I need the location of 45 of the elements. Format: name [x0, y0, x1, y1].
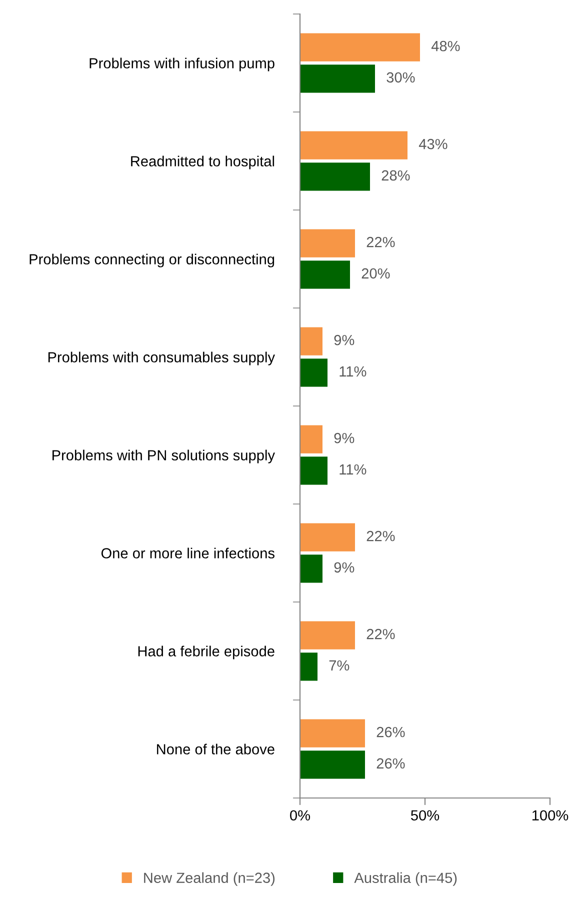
y-tick-label: Problems with consumables supply	[48, 352, 275, 366]
x-tick-label: 50%	[410, 810, 440, 821]
bar	[300, 260, 350, 289]
data-label: 9%	[334, 432, 354, 444]
data-label: 22%	[366, 530, 395, 542]
bar	[300, 358, 328, 387]
x-tick-label: 0%	[290, 810, 310, 821]
x-tick-label: 100%	[532, 810, 568, 821]
y-tick-label: Readmitted to hospital	[131, 156, 274, 170]
bar	[300, 33, 420, 62]
bar	[300, 719, 365, 748]
data-label: 22%	[366, 236, 395, 248]
bar	[300, 131, 408, 160]
data-label: 20%	[362, 268, 390, 279]
y-tick-label: None of the above	[157, 744, 274, 754]
data-label: 48%	[431, 40, 460, 52]
bar	[300, 162, 370, 191]
data-label: 9%	[334, 562, 354, 573]
bar	[300, 425, 322, 454]
bar	[300, 327, 322, 356]
bar	[300, 621, 355, 650]
data-label: 26%	[376, 758, 405, 769]
data-label: 26%	[376, 726, 405, 738]
legend-label: Australia (n=45)	[354, 872, 457, 886]
bar	[300, 523, 355, 552]
y-tick-label: Problems with PN solutions supply	[52, 450, 275, 464]
y-tick-label: Problems connecting or disconnecting	[30, 254, 274, 268]
bar	[300, 652, 318, 681]
data-label: 9%	[334, 334, 354, 346]
y-tick-label: Problems with infusion pump	[90, 58, 274, 72]
data-label: 28%	[382, 170, 410, 181]
data-label: 43%	[418, 138, 448, 150]
data-label: 22%	[366, 628, 395, 640]
bar	[300, 456, 328, 485]
data-label: 11%	[340, 366, 366, 377]
data-label: 11%	[340, 464, 366, 475]
bar	[300, 750, 365, 779]
bar	[300, 554, 322, 583]
data-label: 7%	[329, 660, 350, 671]
bar	[300, 64, 375, 93]
data-label: 30%	[386, 72, 415, 83]
bar	[300, 229, 355, 258]
legend-label: New Zealand (n=23)	[144, 872, 275, 886]
y-tick-label: Had a febrile episode	[138, 646, 274, 660]
y-tick-label: One or more line infections	[101, 548, 274, 558]
